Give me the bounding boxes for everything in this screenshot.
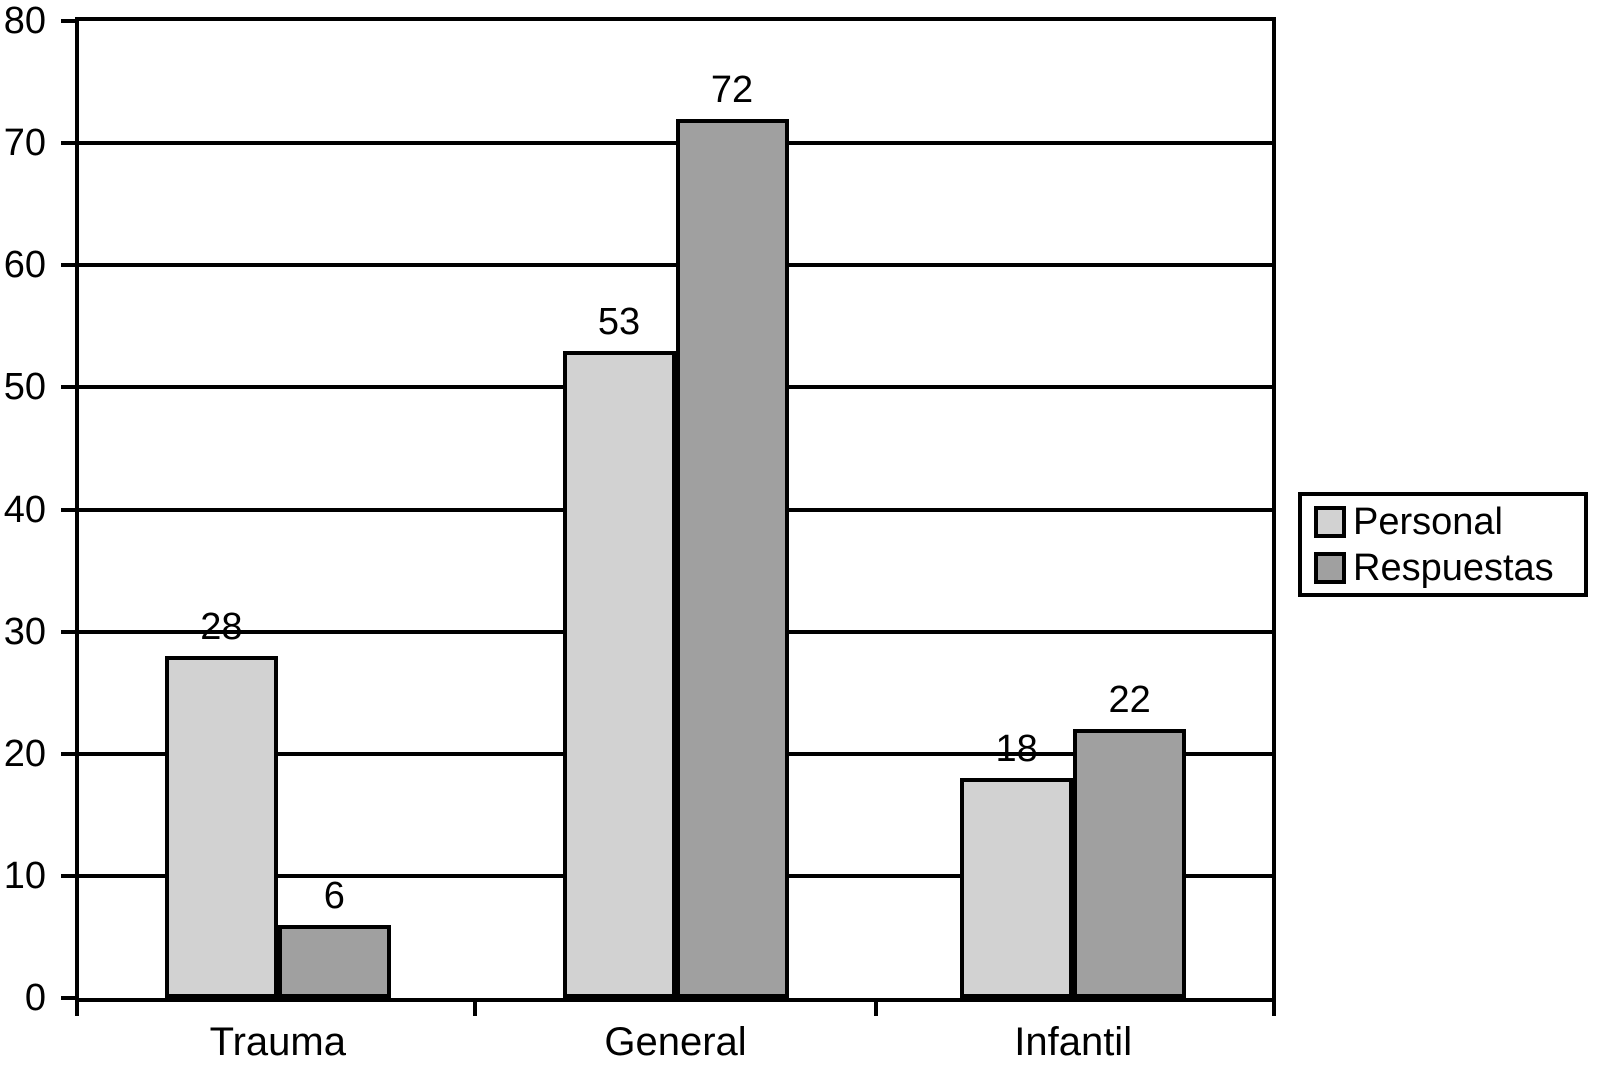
- y-axis-label: 70: [3, 122, 46, 165]
- bar-personal-trauma: [164, 656, 278, 998]
- bar-value-label: 53: [597, 300, 641, 343]
- y-axis-label: 30: [3, 610, 46, 653]
- legend-label-respuestas: Respuestas: [1353, 546, 1554, 589]
- y-axis-label: 10: [3, 854, 46, 897]
- y-axis-tick: [61, 507, 75, 512]
- legend-swatch-respuestas: [1314, 551, 1346, 584]
- x-axis-label-general: General: [604, 1020, 747, 1064]
- legend: Personal Respuestas: [1298, 492, 1588, 597]
- bar-respuestas-general: [675, 118, 789, 998]
- plot-area: 28 6 53 72 18 22: [75, 17, 1276, 1002]
- y-axis-tick: [61, 629, 75, 634]
- legend-label-personal: Personal: [1353, 500, 1503, 543]
- y-axis-label: 40: [3, 488, 46, 531]
- legend-swatch-personal: [1314, 505, 1346, 538]
- y-axis-label: 50: [3, 366, 46, 409]
- x-axis-label-infantil: Infantil: [1014, 1020, 1133, 1064]
- y-axis-tick: [61, 263, 75, 268]
- bar-value-label: 72: [710, 68, 754, 111]
- bar-personal-infantil: [960, 778, 1074, 998]
- bar-value-label: 18: [995, 728, 1038, 771]
- x-axis-tick: [75, 1002, 79, 1016]
- y-axis-tick: [61, 996, 75, 1000]
- legend-item-personal: Personal: [1314, 503, 1584, 541]
- x-axis-tick: [473, 1002, 478, 1016]
- bar-value-label: 28: [200, 606, 243, 649]
- x-axis-label-trauma: Trauma: [209, 1020, 346, 1064]
- y-axis-tick: [61, 141, 75, 146]
- y-axis-tick: [61, 873, 75, 878]
- bar-respuestas-trauma: [277, 924, 391, 998]
- y-axis-tick: [61, 19, 75, 23]
- y-axis-label: 20: [3, 732, 46, 775]
- bar-personal-general: [562, 350, 676, 998]
- y-axis-tick: [61, 385, 75, 390]
- legend-item-respuestas: Respuestas: [1314, 549, 1584, 587]
- y-axis-label: 0: [24, 977, 46, 1019]
- x-axis-tick: [873, 1002, 878, 1016]
- bar-value-label: 22: [1108, 679, 1151, 722]
- bar-value-label: 6: [323, 874, 345, 917]
- y-axis-label: 80: [3, 0, 46, 42]
- y-axis-tick: [61, 751, 75, 756]
- y-axis-label: 60: [3, 244, 46, 287]
- bar-respuestas-infantil: [1073, 729, 1187, 998]
- x-axis-tick: [1272, 1002, 1276, 1016]
